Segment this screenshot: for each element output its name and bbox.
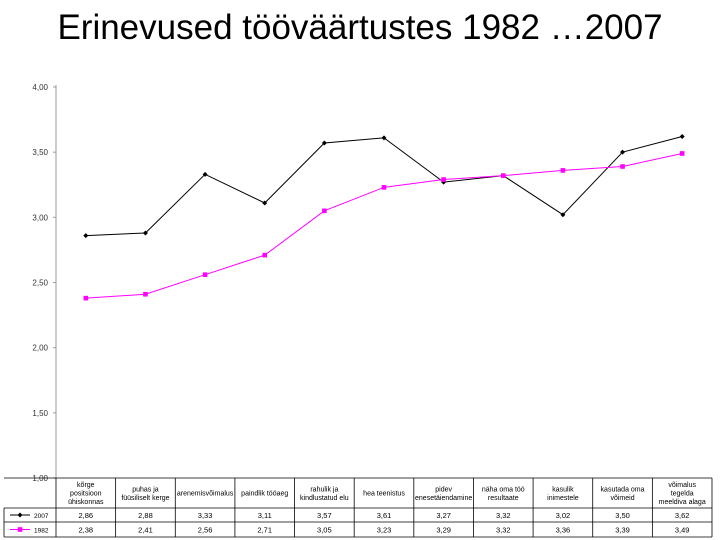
- data-point-2007: [142, 230, 148, 236]
- data-point-1982: [560, 168, 566, 173]
- series-lines: [85, 136, 683, 299]
- table-cell-value: 2,38: [79, 526, 94, 535]
- data-point-2007: [83, 233, 89, 239]
- category-label: rahulik ja: [310, 486, 338, 493]
- category-label: puhas ja: [132, 486, 159, 493]
- category-label: tegelda: [671, 491, 694, 498]
- data-point-2007: [381, 135, 387, 141]
- category-label: arenemisvõimalus: [177, 491, 234, 498]
- data-point-1982: [83, 295, 89, 301]
- y-tick-label: 3,50: [32, 148, 48, 157]
- legend-marker-2007: [17, 512, 23, 518]
- data-point-1982: [143, 291, 148, 297]
- table-cell-value: 2,88: [138, 511, 153, 520]
- category-label: meeldiva alaga: [659, 499, 706, 506]
- y-tick-label: 1,50: [32, 409, 48, 418]
- data-point-2007: [321, 140, 327, 146]
- y-tick-label: 3,00: [32, 213, 48, 222]
- data-point-1982: [441, 177, 446, 182]
- category-label: kõrge: [77, 482, 95, 489]
- table-cell-value: 3,32: [496, 526, 511, 535]
- table-cell-value: 2,56: [198, 526, 213, 535]
- data-point-1982: [322, 208, 327, 214]
- table-cell-value: 2,41: [138, 526, 153, 535]
- data-point-2007: [620, 149, 626, 155]
- table-cell-value: 2,86: [79, 511, 94, 520]
- legend-marker-1982: [17, 527, 23, 532]
- category-label: enesetäiendamine: [415, 495, 472, 502]
- table-cell-value: 3,62: [675, 511, 690, 520]
- y-tick-label: 4,00: [32, 83, 48, 92]
- table-cell-value: 3,27: [436, 511, 451, 520]
- data-point-1982: [620, 164, 625, 169]
- table-cell-value: 3,02: [556, 511, 571, 520]
- series-markers: [83, 134, 685, 301]
- table-cell-value: 3,33: [198, 511, 213, 520]
- category-label: võimalus: [668, 482, 696, 489]
- category-label: ühiskonnas: [68, 499, 104, 506]
- data-point-2007: [262, 200, 268, 206]
- category-label: kasulik: [552, 486, 574, 493]
- table-cell-value: 3,23: [377, 526, 392, 535]
- category-label: inimestele: [547, 495, 579, 502]
- category-label: hea teenistus: [363, 491, 405, 498]
- table-cell-value: 2,71: [257, 526, 272, 535]
- table-cell-value: 3,05: [317, 526, 332, 535]
- data-point-1982: [262, 252, 268, 258]
- slide-title: Erinevused tööväärtustes 1982 …2007: [57, 8, 663, 47]
- category-label: füüsiliselt kerge: [121, 495, 169, 502]
- y-tick-label: 2,00: [32, 344, 48, 353]
- data-point-1982: [381, 185, 387, 190]
- data-point-1982: [679, 151, 685, 156]
- table-cell-value: 3,61: [377, 511, 392, 520]
- category-label: paindlik tööaeg: [241, 491, 288, 498]
- table-cell-value: 3,57: [317, 511, 332, 520]
- table-cell-value: 3,50: [615, 511, 630, 520]
- y-tick-label: 2,50: [32, 279, 48, 288]
- data-point-1982: [202, 272, 208, 277]
- category-label: positsioon: [70, 491, 102, 498]
- category-label: võimeid: [610, 495, 634, 502]
- table-cell-value: 3,39: [615, 526, 630, 535]
- series-line-1982: [85, 152, 683, 299]
- data-point-1982: [500, 173, 506, 178]
- table-cell-value: 3,49: [675, 526, 690, 535]
- table-cell-value: 3,11: [258, 511, 272, 520]
- data-point-2007: [202, 171, 208, 177]
- category-label: resultaate: [488, 495, 519, 502]
- table-cell-value: 3,32: [496, 511, 511, 520]
- category-label: kasutada oma: [601, 486, 645, 493]
- y-axis-ticks: 1,00 1,50 2,00 2,50 3,00 3,50 4,00: [32, 83, 56, 483]
- legend-label-2007: 2007: [34, 513, 49, 520]
- table-cell-value: 3,36: [556, 526, 571, 535]
- category-label: kindlustatud elu: [300, 495, 349, 502]
- category-label: pidev: [435, 486, 452, 493]
- data-point-2007: [560, 212, 566, 218]
- table-cell-value: 3,29: [436, 526, 451, 535]
- data-point-2007: [679, 134, 685, 140]
- y-tick-label: 1,00: [32, 474, 48, 483]
- category-label: näha oma töö: [482, 486, 525, 493]
- legend-label-1982: 1982: [34, 528, 49, 535]
